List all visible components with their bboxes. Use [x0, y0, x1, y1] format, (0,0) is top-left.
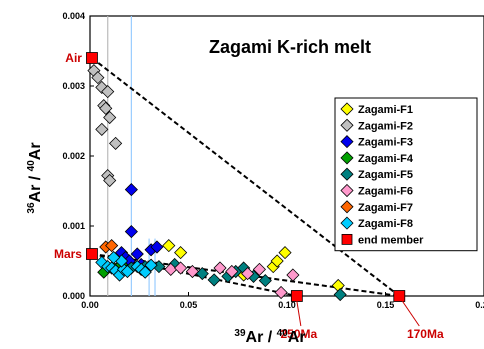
legend-label: Zagami-F1 [358, 104, 413, 116]
legend-label: Zagami-F2 [358, 120, 413, 132]
y-tick-label: 0.004 [62, 11, 85, 21]
annotation-leader [296, 300, 302, 327]
data-point [105, 239, 119, 253]
data-point [286, 268, 300, 282]
x-tick-label: 0.15 [377, 300, 395, 310]
data-point [185, 264, 200, 279]
series-zagami-f7 [99, 239, 119, 254]
legend-label: Zagami-F6 [358, 186, 413, 198]
legend-label: Zagami-F7 [358, 202, 413, 214]
data-point [150, 240, 164, 254]
y-tick-label: 0.003 [62, 81, 85, 91]
annotation-label: 170Ma [407, 327, 444, 341]
legend-marker [340, 167, 354, 181]
data-point [213, 261, 227, 275]
data-points [86, 52, 406, 302]
data-point [393, 290, 406, 302]
legend: Zagami-F1 Zagami-F2 Zagami-F3 Zagami-F4 Zaga… [334, 97, 478, 252]
data-point [120, 264, 134, 279]
y-tick-label: 0.001 [62, 221, 85, 231]
series-zagami-f2 [87, 64, 123, 188]
legend-marker [341, 233, 353, 245]
data-point [103, 110, 117, 125]
data-point [333, 288, 347, 302]
annotation-label: Air [65, 51, 82, 65]
data-point [252, 262, 266, 276]
legend-box [334, 97, 478, 252]
data-point [207, 273, 221, 287]
legend-marker [340, 118, 354, 132]
legend-label: Zagami-F3 [358, 137, 413, 149]
legend-marker [340, 135, 354, 149]
data-point [174, 246, 188, 260]
legend-marker [340, 151, 354, 165]
data-point [103, 173, 117, 188]
data-point [109, 136, 123, 150]
legend-label: Zagami-F5 [358, 169, 413, 181]
series-zagami-f6 [164, 261, 300, 300]
annotations: Air Mars 250Ma 170Ma [54, 51, 444, 341]
data-point [91, 71, 105, 85]
data-point [107, 250, 121, 265]
legend-label: Zagami-F8 [358, 218, 413, 230]
legend-marker [340, 102, 354, 116]
legend-marker [340, 216, 354, 230]
x-tick-label: 0.00 [81, 300, 99, 310]
data-point [278, 246, 292, 260]
data-point [101, 85, 115, 99]
data-point [95, 122, 109, 136]
x-tick-label: 0.20 [475, 300, 484, 310]
data-point [130, 247, 144, 261]
mixing-line [91, 57, 400, 297]
x-tick-label: 0.05 [180, 300, 198, 310]
y-tick-label: 0.002 [62, 151, 85, 161]
data-point [258, 274, 272, 288]
data-point [162, 239, 176, 253]
x-axis-label: 39Ar / 40Ar [234, 328, 305, 346]
data-point [99, 101, 113, 115]
tick-labels: 0.00 0.05 0.10 0.15 0.20 0.000 0.001 0.002 0.003… [62, 11, 484, 310]
data-point [241, 267, 255, 281]
legend-label: Zagami-F4 [358, 153, 414, 165]
data-point [124, 183, 138, 197]
data-point [144, 258, 158, 272]
series-zagami-f8 [95, 250, 158, 282]
y-axis-label: 36Ar / 40Ar [26, 142, 44, 213]
data-point [270, 254, 284, 268]
data-point [138, 265, 152, 279]
annotation-label: 250Ma [280, 327, 317, 341]
y-tick-label: 0.000 [62, 291, 85, 301]
data-point [274, 285, 288, 300]
legend-label: end member [358, 234, 424, 246]
data-point [225, 264, 239, 279]
x-tick-label: 0.10 [278, 300, 296, 310]
legend-marker [340, 200, 354, 214]
annotation-label: Mars [54, 247, 82, 261]
data-point [86, 248, 98, 260]
annotation-leader [401, 300, 420, 327]
legend-marker [340, 183, 354, 198]
data-point [124, 225, 138, 239]
data-point [174, 261, 188, 275]
chart-title: Zagami K-rich melt [209, 37, 371, 57]
data-point [86, 52, 98, 64]
